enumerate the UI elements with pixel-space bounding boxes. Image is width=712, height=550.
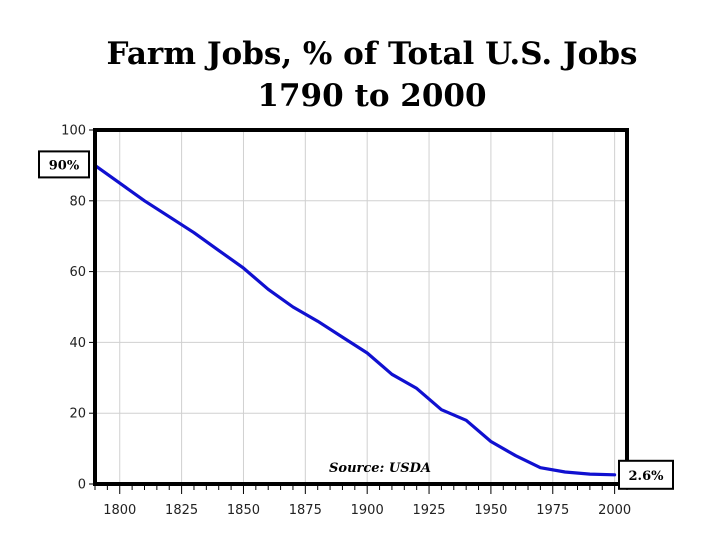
- end-value-label: 2.6%: [629, 469, 665, 484]
- start-value-box: [38, 150, 90, 179]
- x-tick-label: 1850: [227, 503, 260, 518]
- start-value-label: 90%: [49, 158, 80, 173]
- source-note: Source: USDA: [329, 461, 431, 476]
- x-tick-label: 1800: [103, 503, 136, 518]
- x-tick-label: 1950: [474, 503, 507, 518]
- chart-title: Farm Jobs, % of Total U.S. Jobs: [107, 36, 638, 72]
- y-tick-label: 40: [69, 336, 86, 351]
- axis-ticks: 0 20 40 60 80 100 1800 1825 1850 1875 1900 1925 1950…: [61, 124, 631, 519]
- x-tick-label: 2000: [598, 503, 631, 518]
- end-value-box: [618, 459, 674, 490]
- start-value-callout: 90%: [38, 150, 90, 179]
- x-tick-label: 1925: [412, 503, 445, 518]
- x-tick-label: 1975: [536, 503, 569, 518]
- series-line: [93, 163, 617, 477]
- y-tick-label: 100: [61, 124, 86, 139]
- end-value-callout: 2.6%: [618, 459, 674, 490]
- x-tick-label: 1875: [289, 503, 322, 518]
- y-tick-label: 60: [69, 265, 86, 280]
- y-tick-label: 0: [78, 478, 86, 493]
- x-tick-label: 1900: [351, 503, 384, 518]
- x-tick-label: 1825: [165, 503, 198, 518]
- series-layer: [93, 163, 617, 477]
- plot-frame: [93, 128, 629, 486]
- y-tick-label: 80: [69, 194, 86, 209]
- grid-lines: [95, 130, 627, 484]
- y-tick-label: 20: [69, 407, 86, 422]
- chart-subtitle: 1790 to 2000: [257, 78, 486, 114]
